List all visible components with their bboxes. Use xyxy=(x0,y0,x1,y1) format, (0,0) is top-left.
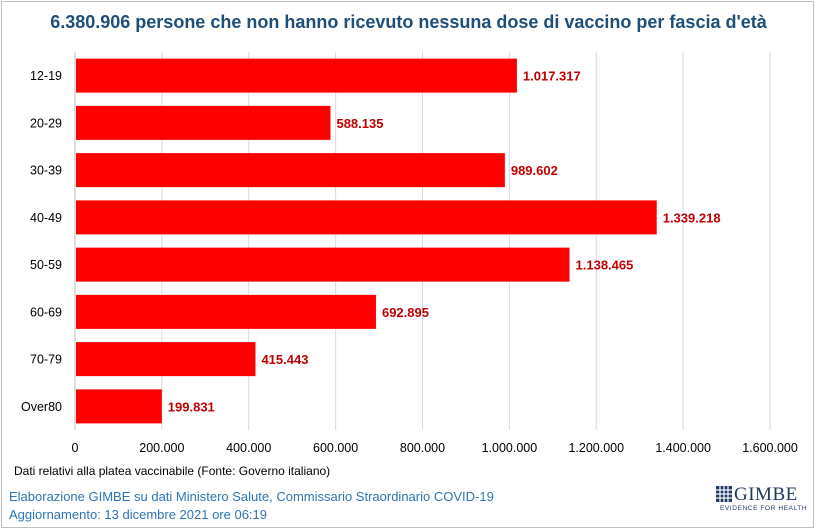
category-label: 60-69 xyxy=(30,305,62,319)
bar xyxy=(76,389,162,424)
x-tick-label: 1.000.000 xyxy=(482,441,538,455)
x-tick-label: 200.000 xyxy=(139,441,184,455)
bar xyxy=(76,58,517,93)
bar xyxy=(76,153,505,188)
category-label: 40-49 xyxy=(30,211,62,225)
bar xyxy=(76,294,376,329)
x-tick-label: 800.000 xyxy=(400,441,445,455)
data-label: 1.138.465 xyxy=(576,258,634,273)
bar xyxy=(76,247,570,282)
logo-grid-icon xyxy=(716,486,732,502)
category-label: Over80 xyxy=(21,400,62,414)
data-label: 199.831 xyxy=(168,399,215,414)
x-tick-label: 400.000 xyxy=(226,441,271,455)
x-tick-label: 600.000 xyxy=(313,441,358,455)
category-label: 30-39 xyxy=(30,164,62,178)
bar xyxy=(76,342,256,377)
data-label: 415.443 xyxy=(261,352,308,367)
data-label: 588.135 xyxy=(336,116,383,131)
x-tick-label: 0 xyxy=(72,441,79,455)
x-tick-label: 1.400.000 xyxy=(655,441,711,455)
data-label: 989.602 xyxy=(511,163,558,178)
bar xyxy=(76,105,331,140)
gimbe-logo: GIMBE EVIDENCE FOR HEALTH xyxy=(716,484,808,516)
source-note: Dati relativi alla platea vaccinabile (F… xyxy=(14,464,331,478)
x-tick-label: 1.600.000 xyxy=(742,441,798,455)
data-label: 692.895 xyxy=(382,305,429,320)
category-label: 12-19 xyxy=(30,69,62,83)
category-label: 20-29 xyxy=(30,116,62,130)
data-label: 1.017.317 xyxy=(523,69,581,84)
data-label: 1.339.218 xyxy=(663,210,721,225)
category-label: 50-59 xyxy=(30,258,62,272)
logo-name: GIMBE xyxy=(734,484,798,505)
bar xyxy=(76,200,657,235)
footer-credit: Elaborazione GIMBE su dati Ministero Sal… xyxy=(9,489,494,504)
category-label: 70-79 xyxy=(30,353,62,367)
chart-title: 6.380.906 persone che non hanno ricevuto… xyxy=(50,12,767,32)
footer-update: Aggiornamento: 13 dicembre 2021 ore 06:1… xyxy=(9,507,268,522)
x-tick-label: 1.200.000 xyxy=(568,441,624,455)
logo-tagline: EVIDENCE FOR HEALTH xyxy=(720,505,808,512)
